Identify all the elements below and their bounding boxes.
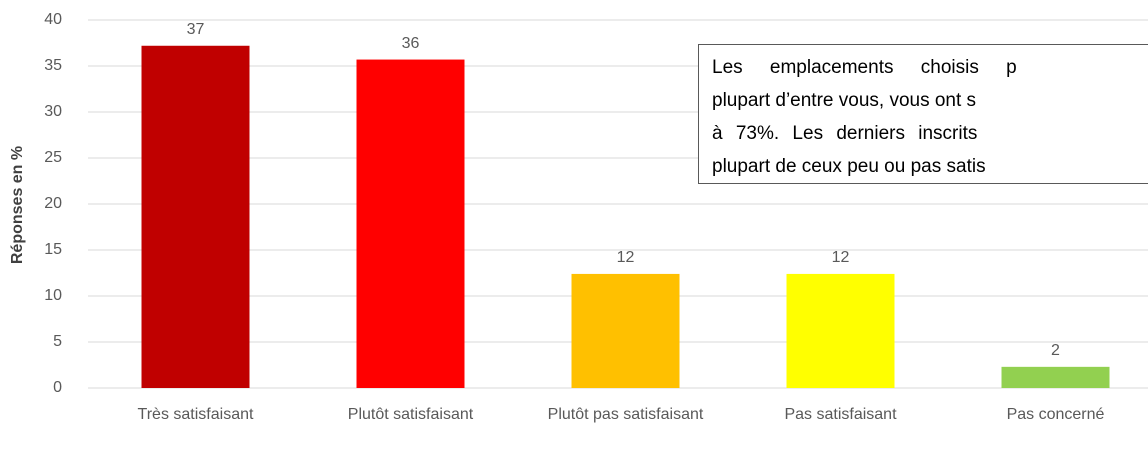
annotation-line: plupart d’entre vous, vous ont s [712, 90, 976, 111]
annotation-line: à 73%. Les derniers inscrits [712, 123, 977, 144]
y-tick-label: 35 [44, 57, 62, 74]
y-tick-label: 0 [53, 379, 62, 396]
y-tick-label: 5 [53, 333, 62, 350]
bar [141, 45, 250, 388]
annotation-line: Les emplacements choisis p [712, 57, 1017, 78]
annotation-box [698, 44, 1148, 184]
x-tick-label: Pas satisfaisant [784, 406, 897, 423]
bar [356, 59, 465, 389]
y-tick-label: 15 [44, 241, 62, 258]
value-label: 2 [1051, 342, 1060, 359]
y-tick-label: 40 [44, 11, 62, 28]
value-label: 36 [402, 35, 420, 52]
bar [571, 273, 680, 388]
value-label: 37 [187, 21, 205, 38]
value-label: 12 [617, 249, 635, 266]
y-tick-label: 30 [44, 103, 62, 120]
y-tick-label: 10 [44, 287, 62, 304]
x-tick-label: Plutôt pas satisfaisant [548, 406, 704, 423]
annotation-line: plupart de ceux peu ou pas satis [712, 156, 986, 177]
bar [786, 273, 895, 388]
y-tick-label: 20 [44, 195, 62, 212]
bar [1001, 366, 1110, 388]
x-tick-label: Pas concerné [1007, 406, 1105, 423]
value-label: 12 [832, 249, 850, 266]
y-axis-title: Réponses en % [9, 146, 26, 264]
x-tick-label: Plutôt satisfaisant [348, 406, 474, 423]
x-tick-label: Très satisfaisant [138, 406, 254, 423]
y-tick-label: 25 [44, 149, 62, 166]
